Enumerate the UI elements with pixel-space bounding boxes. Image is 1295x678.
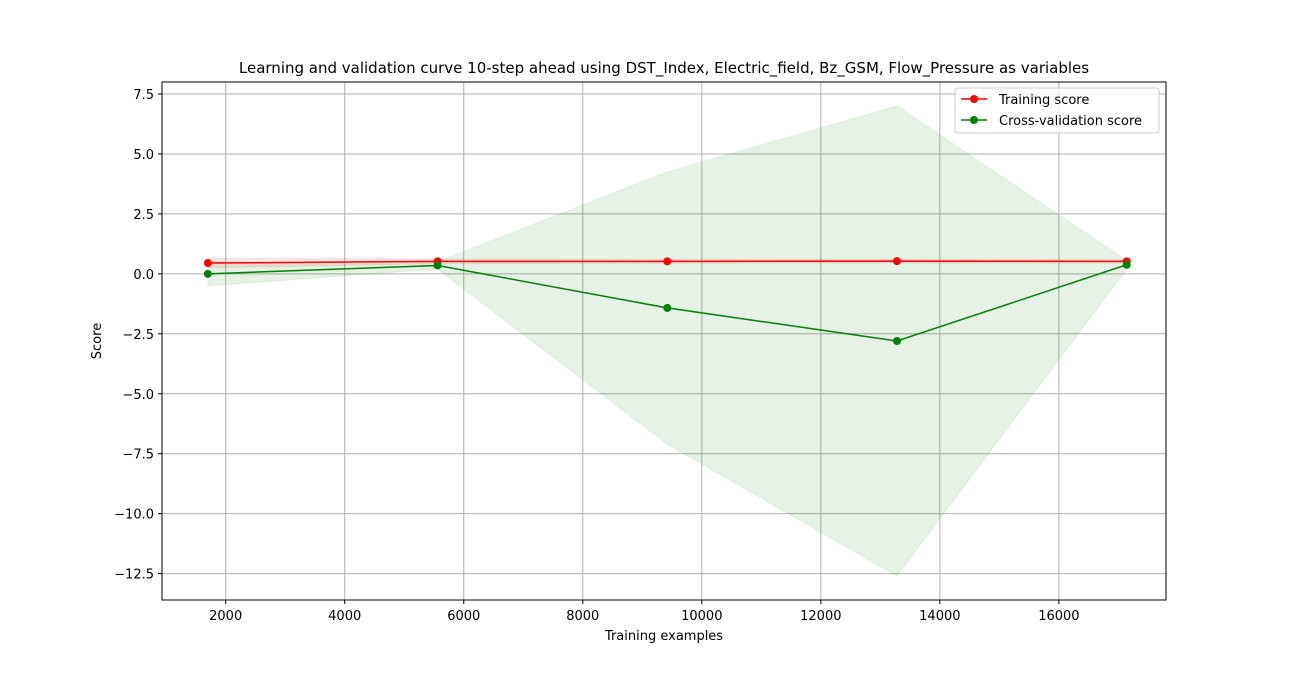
x-tick-label: 16000 (1038, 609, 1079, 624)
y-tick-label: −12.5 (114, 568, 154, 583)
legend: Training score Cross-validation score (954, 87, 1160, 134)
x-tick-label: 4000 (328, 609, 361, 624)
training-score-point (203, 259, 212, 268)
y-tick-label: 0.0 (133, 268, 154, 283)
y-tick-label: −5.0 (122, 388, 154, 403)
chart-title: Learning and validation curve 10-step ah… (239, 59, 1089, 78)
cross-validation-score-point (433, 261, 442, 270)
series (203, 257, 1131, 345)
cross-validation-score-point (1122, 260, 1131, 269)
y-tick-label: −2.5 (122, 328, 154, 343)
y-tick-label: 5.0 (133, 148, 154, 163)
y-tick-label: −10.0 (114, 508, 154, 523)
legend-label-cross-validation: Cross-validation score (999, 114, 1142, 129)
cross-validation-score-point (663, 303, 672, 312)
x-tick-label: 14000 (919, 609, 960, 624)
y-tick-label: −7.5 (122, 448, 154, 463)
cross-validation-score-point (892, 337, 901, 345)
x-tick-label: 2000 (209, 609, 242, 624)
x-tick-label: 8000 (566, 609, 599, 624)
training-score-point (892, 257, 901, 266)
ticks: 2000 4000 6000 8000 10000 12000 14000 16000 7.5 5… (114, 88, 1079, 624)
legend-box (954, 87, 1160, 134)
y-tick-label: 2.5 (133, 208, 154, 223)
legend-marker-training (970, 95, 978, 103)
cross-validation-score-std-band (207, 105, 1128, 577)
legend-marker-cross-validation (970, 116, 978, 124)
x-tick-label: 12000 (800, 609, 841, 624)
y-axis-label: Score (90, 323, 105, 359)
legend-label-training: Training score (998, 93, 1089, 108)
grid (162, 82, 1166, 600)
x-axis-label: Training examples (604, 629, 723, 644)
x-tick-label: 10000 (681, 609, 722, 624)
y-tick-label: 7.5 (133, 88, 154, 103)
x-tick-label: 6000 (447, 609, 480, 624)
training-score-point (663, 257, 672, 266)
plot-frame (161, 81, 1167, 601)
cross-validation-score-point (203, 269, 212, 278)
